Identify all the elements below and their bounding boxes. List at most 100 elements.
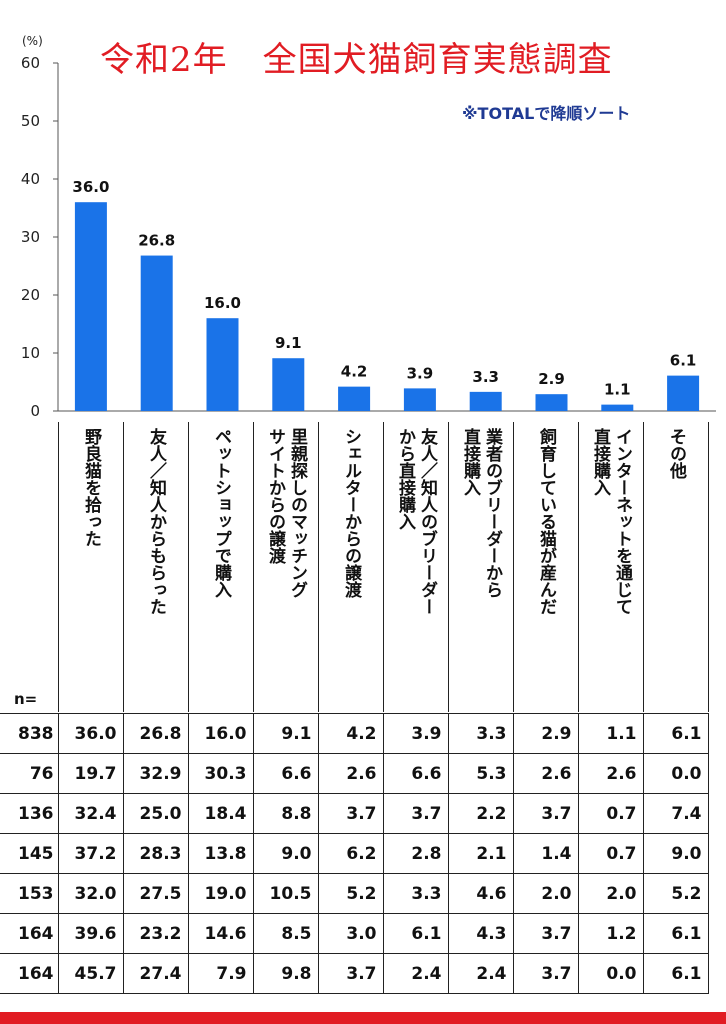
category-cell: 飼育している猫が産んだ: [513, 422, 579, 712]
table-cell: 10.5: [252, 873, 318, 914]
table-cell: 23.2: [122, 913, 188, 954]
category-label: 業者のブリーダーから 直接購入: [460, 428, 502, 598]
table-cell: 28.3: [122, 833, 188, 874]
table-cell: 3.7: [512, 793, 578, 834]
table-row: 164 45.7 27.4 7.9 9.8 3.7 2.4 2.4 3.7 0.0 6.1: [0, 953, 709, 994]
bar-value-label: 6.1: [670, 352, 697, 370]
table-cell: 19.0: [187, 873, 253, 914]
category-cell: 友人／知人からもらった: [123, 422, 189, 712]
row-n-value: 145: [0, 833, 58, 874]
bar-value-label: 2.9: [538, 370, 565, 388]
table-cell: 7.4: [642, 793, 709, 834]
table-row: 838 36.0 26.8 16.0 9.1 4.2 3.9 3.3 2.9 1.1 6.1: [0, 713, 709, 754]
bar-chart: 0 10 20 30 40 50 60 36.0 26.8 16.0 9.1 4.2 3.9 3.3 2.9…: [21, 54, 716, 420]
row-n-value: 136: [0, 793, 58, 834]
category-label: その他: [666, 428, 686, 479]
table-cell: 4.2: [317, 713, 383, 754]
table-cell: 6.1: [642, 713, 709, 754]
table-cell: 32.9: [122, 753, 188, 794]
table-cell: 1.4: [512, 833, 578, 874]
category-label: 友人／知人からもらった: [146, 428, 166, 615]
table-cell: 6.1: [642, 953, 709, 994]
table-cell: 2.6: [317, 753, 383, 794]
table-row: 76 19.7 32.9 30.3 6.6 2.6 6.6 5.3 2.6 2.6 0.0: [0, 753, 709, 794]
bar: [338, 386, 371, 411]
bar-value-label: 16.0: [204, 294, 241, 312]
bar-value-label: 1.1: [604, 381, 631, 399]
table-cell: 25.0: [122, 793, 188, 834]
table-cell: 3.3: [447, 713, 513, 754]
category-label: シェルターからの譲渡: [341, 428, 361, 598]
category-cell: インターネットを通じて 直接購入: [578, 422, 644, 712]
row-n-value: 76: [0, 753, 58, 794]
bar: [601, 404, 634, 411]
table-row: 145 37.2 28.3 13.8 9.0 6.2 2.8 2.1 1.4 0.7 9.0: [0, 833, 709, 874]
table-cell: 2.9: [512, 713, 578, 754]
table-cell: 2.6: [512, 753, 578, 794]
table-cell: 1.1: [577, 713, 643, 754]
table-cell: 3.3: [382, 873, 448, 914]
table-cell: 0.7: [577, 793, 643, 834]
table-cell: 36.0: [57, 713, 123, 754]
category-cell: ペットショップで購入: [188, 422, 254, 712]
footer-bar: [0, 1012, 726, 1024]
table-cell: 32.0: [57, 873, 123, 914]
table-cell: 8.5: [252, 913, 318, 954]
table-cell: 3.7: [317, 793, 383, 834]
table-cell: 1.2: [577, 913, 643, 954]
y-tick-label: 40: [21, 170, 40, 188]
bar: [403, 388, 436, 411]
table-cell: 27.4: [122, 953, 188, 994]
table-cell: 2.6: [577, 753, 643, 794]
table-cell: 14.6: [187, 913, 253, 954]
category-cell: 里親探しのマッチング サイトからの譲渡: [253, 422, 319, 712]
table-cell: 9.0: [642, 833, 709, 874]
bar-value-label: 36.0: [72, 178, 109, 196]
table-cell: 2.0: [577, 873, 643, 914]
category-cell: 友人／知人のブリーダー から直接購入: [383, 422, 449, 712]
table-cell: 6.2: [317, 833, 383, 874]
table-cell: 6.6: [382, 753, 448, 794]
y-tick-label: 60: [21, 54, 40, 72]
table-cell: 6.1: [642, 913, 709, 954]
category-cell: その他: [643, 422, 709, 712]
category-label: ペットショップで購入: [211, 428, 231, 598]
y-tick-label: 10: [21, 344, 40, 362]
table-cell: 9.0: [252, 833, 318, 874]
y-tick-label: 30: [21, 228, 40, 246]
bar: [469, 391, 502, 411]
table-row: 164 39.6 23.2 14.6 8.5 3.0 6.1 4.3 3.7 1.2 6.1: [0, 913, 709, 954]
table-cell: 5.2: [642, 873, 709, 914]
sort-note: ※TOTALで降順ソート: [462, 104, 631, 123]
table-cell: 3.7: [317, 953, 383, 994]
table-cell: 6.6: [252, 753, 318, 794]
table-cell: 16.0: [187, 713, 253, 754]
row-n-value: 838: [0, 713, 58, 754]
row-n-value: 164: [0, 913, 58, 954]
table-cell: 0.0: [642, 753, 709, 794]
table-cell: 30.3: [187, 753, 253, 794]
table-cell: 9.8: [252, 953, 318, 994]
bar-value-label: 9.1: [275, 334, 302, 352]
table-row: 136 32.4 25.0 18.4 8.8 3.7 3.7 2.2 3.7 0.7 7.4: [0, 793, 709, 834]
y-axis-unit: (%): [22, 34, 43, 48]
table-cell: 3.9: [382, 713, 448, 754]
category-labels: 野良猫を拾った 友人／知人からもらった ペットショップで購入 里親探しのマッチング サ…: [58, 422, 709, 712]
table-cell: 26.8: [122, 713, 188, 754]
data-table: 838 36.0 26.8 16.0 9.1 4.2 3.9 3.3 2.9 1.1 6.1 76 19…: [0, 713, 709, 994]
table-cell: 2.0: [512, 873, 578, 914]
table-cell: 37.2: [57, 833, 123, 874]
category-label: インターネットを通じて 直接購入: [590, 428, 632, 615]
table-cell: 3.7: [512, 913, 578, 954]
y-tick-label: 20: [21, 286, 40, 304]
table-cell: 18.4: [187, 793, 253, 834]
y-tick-label: 50: [21, 112, 40, 130]
table-cell: 27.5: [122, 873, 188, 914]
table-cell: 2.1: [447, 833, 513, 874]
bar: [74, 202, 107, 411]
category-label: 飼育している猫が産んだ: [536, 428, 556, 615]
y-tick-label: 0: [30, 402, 40, 420]
bar: [140, 255, 173, 411]
table-cell: 5.3: [447, 753, 513, 794]
bar-value-label: 3.3: [472, 368, 499, 386]
